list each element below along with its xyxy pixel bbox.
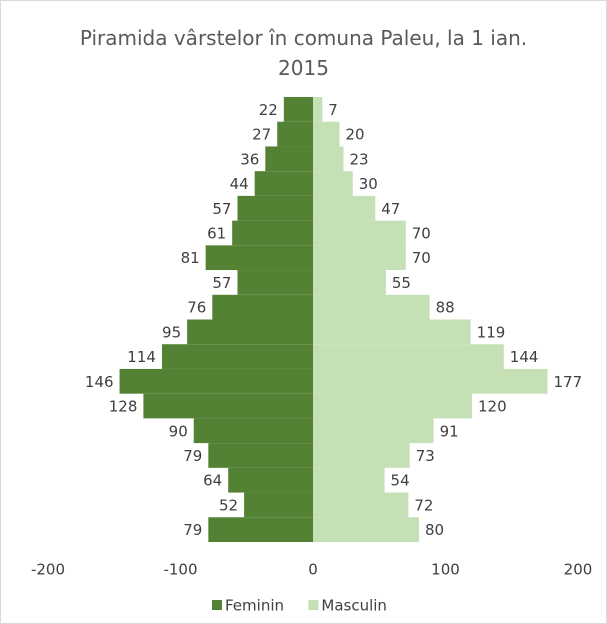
x-tick-label: 0 xyxy=(308,561,318,579)
data-label: 73 xyxy=(416,447,435,465)
legend-swatch xyxy=(308,600,319,610)
legend-label: Feminin xyxy=(225,597,284,615)
bar xyxy=(193,418,313,444)
data-label: 76 xyxy=(187,299,206,317)
legend-label: Masculin xyxy=(321,597,387,615)
data-label: 146 xyxy=(85,373,114,391)
bar xyxy=(228,467,313,493)
data-label: 44 xyxy=(230,175,249,193)
data-label: 114 xyxy=(127,348,156,366)
bar xyxy=(237,270,313,295)
bar xyxy=(313,319,471,345)
bar xyxy=(313,171,353,196)
data-label: 81 xyxy=(181,249,200,267)
data-label: 88 xyxy=(436,299,455,317)
legend-swatch xyxy=(212,600,222,610)
bar xyxy=(313,393,472,419)
data-label: 52 xyxy=(219,496,238,514)
data-label: 120 xyxy=(478,398,507,416)
bar xyxy=(313,97,323,122)
bar xyxy=(313,368,548,394)
data-label: 144 xyxy=(510,348,539,366)
bar xyxy=(187,319,313,345)
data-label: 57 xyxy=(212,274,231,292)
bar xyxy=(313,492,409,518)
data-label: 80 xyxy=(425,521,444,539)
data-label: 70 xyxy=(412,224,431,242)
data-label: 30 xyxy=(359,175,378,193)
x-tick-label: -200 xyxy=(31,561,65,579)
bar xyxy=(313,294,430,320)
bar xyxy=(313,517,419,542)
data-label: 27 xyxy=(252,126,271,144)
x-tick-label: 200 xyxy=(564,561,593,579)
data-label: 54 xyxy=(391,472,410,490)
bar xyxy=(119,368,313,394)
data-label: 79 xyxy=(183,447,202,465)
bar xyxy=(313,220,406,246)
bar xyxy=(208,517,313,542)
data-label: 119 xyxy=(477,323,506,341)
data-label: 91 xyxy=(440,422,459,440)
bar xyxy=(265,146,313,172)
data-label: 90 xyxy=(169,422,188,440)
bar xyxy=(161,344,313,369)
bar xyxy=(244,492,313,518)
data-label: 177 xyxy=(554,373,583,391)
bar xyxy=(237,195,313,221)
data-label: 55 xyxy=(392,274,411,292)
bar xyxy=(313,146,344,172)
chart-title: Piramida vârstelor în comuna Paleu, la 1… xyxy=(79,26,528,80)
x-tick-label: 100 xyxy=(431,561,460,579)
bar xyxy=(205,245,313,271)
data-label: 36 xyxy=(240,150,259,168)
bar xyxy=(208,443,313,468)
bar xyxy=(313,121,340,147)
data-label: 61 xyxy=(207,224,226,242)
data-label: 20 xyxy=(346,126,365,144)
bar xyxy=(313,245,406,271)
bar xyxy=(313,195,376,221)
data-label: 64 xyxy=(203,472,222,490)
data-label: 57 xyxy=(212,200,231,218)
data-label: 23 xyxy=(349,150,368,168)
bar xyxy=(143,393,313,419)
data-label: 70 xyxy=(412,249,431,267)
bar xyxy=(313,467,385,493)
bar xyxy=(313,270,386,295)
data-label: 7 xyxy=(328,101,338,119)
bar xyxy=(254,171,313,196)
bar xyxy=(283,97,313,122)
bar xyxy=(313,443,410,468)
bar xyxy=(313,418,434,444)
data-label: 22 xyxy=(259,101,278,119)
data-label: 128 xyxy=(109,398,138,416)
bar xyxy=(232,220,313,246)
data-label: 95 xyxy=(162,323,181,341)
bar xyxy=(313,344,504,369)
data-label: 47 xyxy=(381,200,400,218)
x-tick-label: -100 xyxy=(163,561,197,579)
data-label: 72 xyxy=(414,496,433,514)
bar xyxy=(277,121,313,147)
bar xyxy=(212,294,313,320)
data-label: 79 xyxy=(183,521,202,539)
